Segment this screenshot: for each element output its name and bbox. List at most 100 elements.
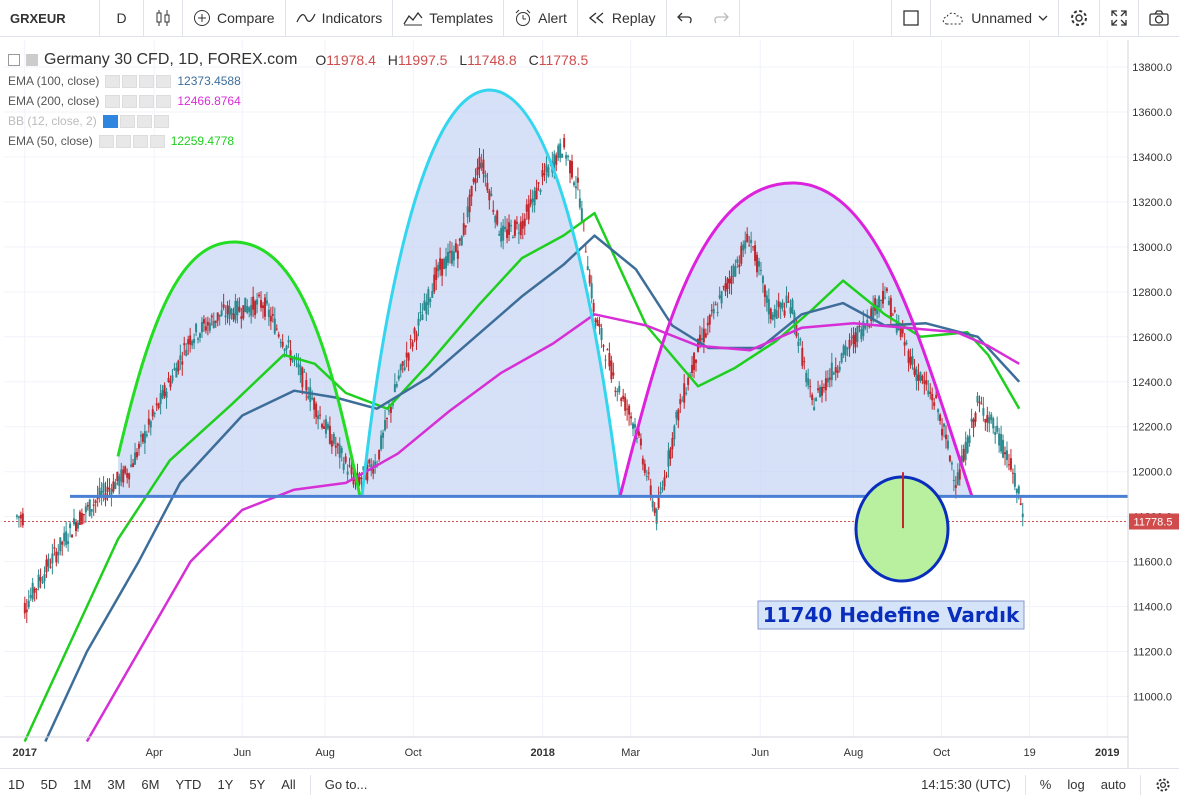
- candle-body: [67, 541, 70, 544]
- compare-button[interactable]: Compare: [183, 0, 286, 37]
- candle-body: [592, 303, 595, 312]
- settings-button[interactable]: [1147, 769, 1179, 801]
- log-toggle[interactable]: log: [1067, 777, 1085, 792]
- candle-body: [929, 391, 932, 394]
- candle-body: [639, 438, 642, 446]
- percent-toggle[interactable]: %: [1039, 777, 1052, 792]
- candle-body: [710, 310, 713, 312]
- expand-button[interactable]: [1100, 0, 1139, 37]
- range-button-1m[interactable]: 1M: [73, 777, 92, 792]
- candle-body: [911, 356, 914, 365]
- legend-indicator-row[interactable]: EMA (100, close) 12373.4588: [8, 71, 596, 91]
- time-tick-label: Oct: [933, 747, 950, 759]
- fullscreen-toggle-button[interactable]: [892, 0, 932, 37]
- legend-indicator-row[interactable]: EMA (50, close) 12259.4778: [8, 131, 596, 151]
- range-button-1d[interactable]: 1D: [8, 777, 25, 792]
- auto-toggle[interactable]: auto: [1100, 777, 1126, 792]
- range-button-5d[interactable]: 5D: [40, 777, 58, 792]
- range-button-ytd[interactable]: YTD: [175, 777, 202, 792]
- replay-button[interactable]: Replay: [578, 0, 667, 37]
- candle-body: [435, 267, 438, 280]
- alert-button[interactable]: Alert: [504, 0, 578, 37]
- candle-body: [285, 345, 288, 350]
- indicator-buttons[interactable]: [98, 134, 165, 148]
- candle-body: [281, 341, 284, 347]
- candle-body: [771, 314, 774, 320]
- goto-button[interactable]: Go to...: [324, 777, 368, 792]
- candle-body: [978, 401, 981, 404]
- indicators-button[interactable]: Indicators: [286, 0, 394, 37]
- candle-body: [750, 239, 753, 244]
- candle-body: [1015, 489, 1018, 493]
- candle-body: [399, 364, 402, 371]
- candle-body: [984, 418, 987, 423]
- time-tick-label: Apr: [146, 747, 163, 759]
- indicator-buttons[interactable]: [102, 114, 169, 128]
- interval-selector[interactable]: D: [100, 0, 144, 37]
- range-button-all[interactable]: All: [281, 777, 296, 792]
- screenshot-button[interactable]: [1139, 0, 1179, 37]
- candle-body: [964, 441, 967, 460]
- layout-menu-button[interactable]: Unnamed: [931, 0, 1059, 37]
- candle-body: [269, 316, 272, 322]
- candle-body: [604, 359, 607, 361]
- range-button-3m[interactable]: 3M: [107, 777, 126, 792]
- candle-body: [187, 339, 190, 345]
- time-axis[interactable]: 2017 Apr Jun Aug Oct 2018 Mar Jun Aug Oct 19 2019: [0, 736, 1128, 759]
- redo-button[interactable]: [703, 0, 740, 37]
- candle-body: [169, 380, 172, 388]
- candle-body: [887, 300, 890, 305]
- indicator-buttons[interactable]: [105, 74, 172, 88]
- gear-icon: [1156, 777, 1170, 792]
- indicator-value: 12373.4588: [177, 74, 241, 88]
- templates-button[interactable]: Templates: [393, 0, 505, 37]
- candle-body: [935, 394, 938, 399]
- candle-body: [350, 467, 353, 475]
- candle-body: [466, 206, 469, 218]
- legend-indicator-row[interactable]: BB (12, close, 2): [8, 111, 596, 131]
- candle-body: [630, 416, 633, 419]
- range-button-5y[interactable]: 5Y: [249, 777, 266, 792]
- candle-body: [864, 324, 867, 329]
- candle-body: [346, 471, 349, 475]
- price-tick-label: 13600.0: [1132, 107, 1172, 119]
- settings-button[interactable]: [1059, 0, 1100, 37]
- candle-body: [691, 364, 694, 374]
- cloud-icon: [943, 12, 963, 25]
- chart-style-button[interactable]: [144, 0, 183, 37]
- candle-body: [1011, 472, 1014, 474]
- candle-body: [175, 367, 178, 378]
- range-button-6m[interactable]: 6M: [141, 777, 160, 792]
- symbol-search[interactable]: GRXEUR: [0, 0, 100, 37]
- candle-body: [450, 250, 453, 264]
- candle-body: [734, 266, 737, 277]
- candle-body: [850, 336, 853, 338]
- candle-body: [122, 469, 125, 483]
- candle-body: [515, 221, 518, 224]
- candle-body: [389, 406, 392, 413]
- legend-indicator-row[interactable]: EMA (200, close) 12466.8764: [8, 91, 596, 111]
- candle-body: [923, 380, 926, 384]
- bottom-toolbar: 1D 5D 1M 3M 6M YTD 1Y 5Y All Go to... 14:15:30 (…: [0, 768, 1179, 800]
- indicator-buttons[interactable]: [105, 94, 172, 108]
- candle-body: [803, 361, 806, 363]
- candle-body: [338, 444, 341, 458]
- price-chart[interactable]: 11740 Hedefine Vardık 11000.0 11200.0 1140…: [0, 40, 1179, 768]
- undo-button[interactable]: [667, 0, 703, 37]
- alarm-clock-icon: [515, 9, 531, 26]
- candle-body: [736, 259, 739, 263]
- candle-body: [921, 375, 924, 381]
- candle-body: [82, 513, 85, 516]
- candle-body: [667, 450, 670, 467]
- candle-body: [407, 353, 410, 361]
- range-button-1y[interactable]: 1Y: [217, 777, 234, 792]
- candle-body: [553, 153, 556, 171]
- candle-body: [452, 251, 455, 261]
- candle-body: [90, 509, 93, 512]
- low-value: 11748.8: [467, 52, 517, 68]
- collapse-legend-icon[interactable]: [8, 54, 20, 66]
- price-axis[interactable]: 11000.011200.011400.011600.011800.012000…: [1127, 40, 1179, 768]
- candle-body: [842, 345, 845, 355]
- candle-body: [980, 403, 983, 405]
- candle-body: [197, 338, 200, 340]
